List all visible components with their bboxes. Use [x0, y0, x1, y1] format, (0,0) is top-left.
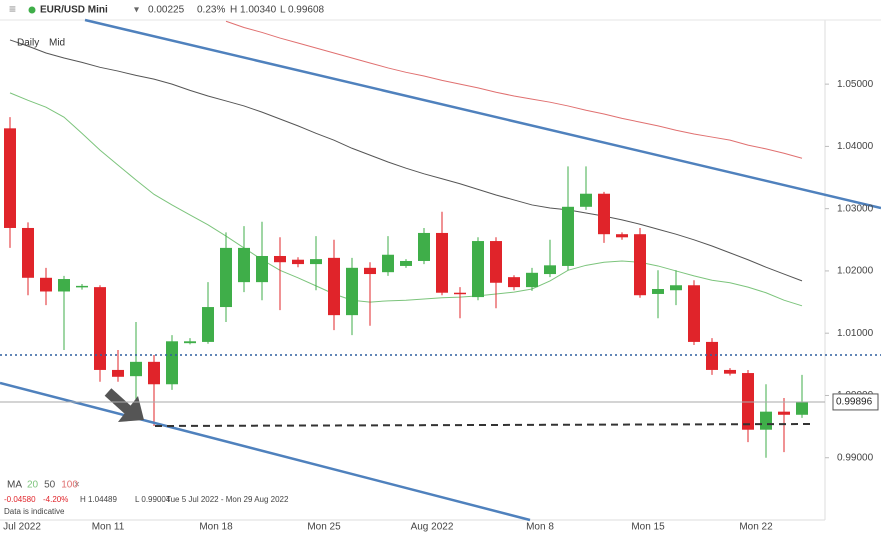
candle-body [94, 287, 106, 370]
arrow-head [118, 396, 144, 422]
candle-body [670, 285, 682, 291]
y-tick-label: 0.99000 [837, 452, 874, 463]
candle-body [760, 411, 772, 430]
range-change: -0.04580 [4, 495, 36, 504]
y-tick-label: 1.04000 [837, 141, 874, 152]
candle-body [454, 292, 466, 295]
candle-body [688, 285, 700, 342]
day-high: H 1.00340 [230, 5, 277, 16]
candle-body [40, 277, 52, 292]
x-tick-label: Mon 15 [631, 522, 665, 533]
candle-body [562, 206, 574, 266]
candle-body [328, 257, 340, 316]
range-low: L 0.99004 [135, 495, 171, 504]
candle-body [112, 369, 124, 377]
instrument[interactable]: EUR/USD Mini [40, 5, 108, 16]
range-high: H 1.04489 [80, 495, 117, 504]
change: 0.00225 [148, 5, 185, 16]
x-tick-label: Mon 18 [199, 522, 233, 533]
x-tick-label: Mon 22 [739, 522, 773, 533]
header: ≡ EUR/USD Mini ▾ 0.00225 0.23% H 1.00340… [9, 2, 325, 48]
menu-icon[interactable]: ≡ [9, 2, 16, 16]
candle-body [652, 288, 664, 294]
arrow-shaft [104, 388, 132, 414]
candle-body [76, 285, 88, 288]
y-tick-label: 1.02000 [837, 266, 874, 277]
price-type: Mid [49, 38, 65, 49]
candle-body [166, 341, 178, 385]
dropdown-icon[interactable]: ▾ [134, 5, 139, 16]
range-dates: Tue 5 Jul 2022 - Mon 29 Aug 2022 [166, 495, 289, 504]
candle-body [598, 193, 610, 235]
moving-average [225, 20, 803, 159]
candle-body [742, 373, 754, 430]
plot-area [4, 20, 808, 458]
last-price-tag [832, 393, 879, 411]
candle-body [292, 259, 304, 265]
candle-body [22, 227, 34, 278]
y-tick-label: 1.05000 [837, 79, 874, 90]
legend-label: MA [7, 480, 22, 491]
candle-body [130, 361, 142, 377]
candle-body [400, 260, 412, 266]
candle-body [382, 254, 394, 273]
candle-body [346, 267, 358, 316]
legend-close[interactable]: × [74, 480, 80, 491]
candle-body [418, 232, 430, 261]
candle-body [706, 341, 718, 370]
arrow [104, 388, 144, 422]
legend: MA × -0.04580 -4.20% H 1.04489 L 0.99004… [4, 480, 289, 516]
candle-body [4, 128, 16, 228]
moving-average [9, 92, 803, 307]
candle-body [490, 241, 502, 283]
candle-body [508, 277, 520, 288]
x-tick-label: Mon 11 [92, 522, 125, 533]
status-dot [28, 6, 36, 14]
candle-body [184, 341, 196, 344]
candle-body [220, 247, 232, 308]
candle-body [616, 234, 628, 238]
candle-body [526, 272, 538, 288]
candle-body [238, 247, 250, 283]
note: Data is indicative [4, 507, 65, 516]
x-tick-label: Mon 25 [307, 522, 341, 533]
trend-line [84, 18, 881, 210]
candle-body [274, 255, 286, 263]
candle-body [202, 307, 214, 342]
legend-entry: 50 [44, 480, 56, 491]
support-line [154, 423, 813, 427]
legend-entry: 20 [27, 480, 39, 491]
moving-average [9, 39, 803, 282]
candle-body [436, 232, 448, 293]
legend-entry: 100 [61, 480, 78, 491]
x-tick-label: Jul 2022 [3, 522, 41, 533]
candle-body [796, 401, 808, 415]
range-change-pct: -4.20% [43, 495, 68, 504]
candle-body [724, 369, 736, 374]
change-pct: 0.23% [197, 5, 225, 16]
candle-body [310, 259, 322, 265]
day-low: L 0.99608 [280, 5, 325, 16]
y-tick-label: 1.03000 [837, 203, 874, 214]
candle-body [778, 411, 790, 415]
last-price-label: 0.99896 [836, 397, 873, 408]
candle-body [544, 265, 556, 275]
candle-body [634, 234, 646, 296]
x-tick-label: Mon 8 [526, 522, 554, 533]
candle-body [472, 241, 484, 298]
y-tick-label: 1.01000 [837, 328, 874, 339]
candle-body [256, 255, 268, 283]
candle-body [580, 193, 592, 207]
x-tick-label: Aug 2022 [411, 522, 454, 533]
candle-body [58, 279, 70, 292]
candle-body [364, 267, 376, 275]
interval: Daily [17, 38, 39, 49]
trend-line [0, 381, 531, 522]
candle-body [148, 361, 160, 385]
